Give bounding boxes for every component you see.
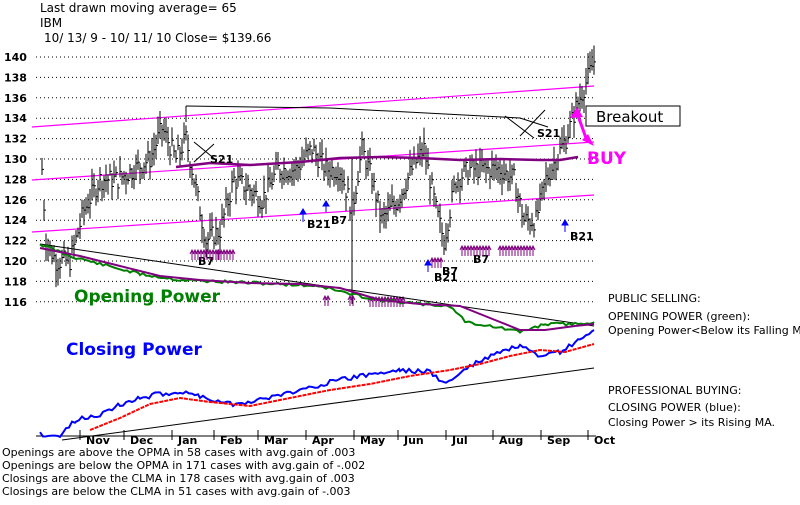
breakout-box [585, 105, 681, 127]
signal-arrow-head [486, 244, 492, 251]
price-gridlines [36, 56, 594, 303]
signal-b21-bottom: B21 [434, 271, 458, 284]
y-tick-124: 124 [4, 214, 27, 227]
signal-b7-a: B7 [331, 214, 347, 227]
stats-line-1: Openings are above the OPMA in 58 cases … [2, 446, 355, 459]
buy-arrowhead-b7-low [424, 259, 432, 266]
buy-pointer-tail [582, 134, 594, 146]
y-tick-140: 140 [4, 51, 27, 64]
s21-marker-b-2 [519, 109, 546, 137]
signal-arrow-head [530, 244, 536, 251]
month-axis: Nov Dec Jan Feb Mar Apr May Jun Jul Aug Sep Oct [36, 430, 615, 447]
buy-pointer-head [570, 107, 583, 118]
month-label-jun: Jun [403, 434, 424, 447]
closing-power-label: Closing Power [66, 340, 202, 360]
month-label-sep: Sep [547, 434, 570, 447]
header-range-close: 10/ 13/ 9 - 10/ 11/ 10 Close= $139.66 [44, 31, 271, 45]
signal-arrow-head [230, 248, 236, 255]
month-label-aug: Aug [499, 434, 523, 447]
y-tick-122: 122 [4, 235, 27, 248]
breakout-label: Breakout [596, 108, 663, 126]
stats-line-3: Closings are above the CLMA in 178 cases… [2, 472, 355, 485]
month-label-feb: Feb [220, 434, 243, 447]
opening-power-ma-line [39, 247, 595, 331]
note-professional-buying: PROFESSIONAL BUYING: [608, 384, 741, 397]
channel-line-lower-mid [31, 194, 595, 233]
closing-power-line [39, 329, 595, 439]
signal-s21-b: S21 [537, 127, 560, 140]
signal-arrow-head [438, 256, 444, 263]
stats-line-2: Openings are below the OPMA in 171 cases… [2, 459, 365, 472]
y-tick-126: 126 [4, 194, 27, 207]
note-closing-power-blue: CLOSING POWER (blue): [608, 401, 741, 414]
note-public-selling: PUBLIC SELLING: [608, 292, 701, 305]
month-label-jul: Jul [451, 434, 468, 447]
note-opening-power-green: OPENING POWER (green): [608, 310, 750, 323]
signal-b7-bottom1: B7 [198, 255, 214, 268]
buy-arrowhead-b21-b [561, 219, 569, 226]
s21-marker-b-1 [504, 115, 535, 139]
moving-average-line [175, 155, 579, 169]
s21-marker-a-1 [193, 141, 217, 161]
y-tick-128: 128 [4, 173, 27, 186]
signal-b21-a: B21 [307, 218, 331, 231]
opening-power-label: Opening Power [74, 287, 221, 307]
y-tick-134: 134 [4, 112, 27, 125]
channel-line-top [31, 85, 595, 128]
y-tick-labels: 140 138 136 134 132 130 128 126 124 122 120 118 116 [4, 51, 27, 309]
s21-marker-a-2 [193, 143, 215, 163]
y-tick-116: 116 [4, 296, 27, 309]
header-symbol: IBM [40, 16, 62, 30]
stats-line-4: Closings are below the CLMA in 51 cases … [2, 485, 351, 498]
signal-s21-a: S21 [210, 153, 233, 166]
buy-arrows [299, 200, 569, 272]
month-label-may: May [360, 434, 385, 447]
month-label-mar: Mar [264, 434, 288, 447]
month-label-apr: Apr [312, 434, 334, 447]
month-label-oct: Oct [594, 434, 615, 447]
y-tick-130: 130 [4, 153, 27, 166]
sell-markers [193, 109, 546, 163]
y-tick-118: 118 [4, 275, 27, 288]
cp-trendline [61, 367, 595, 441]
month-label-dec: Dec [130, 434, 153, 447]
month-label-jan: Jan [177, 434, 197, 447]
signal-arrow-head [400, 295, 406, 302]
buy-arrowhead-b7-a [322, 200, 330, 207]
y-tick-136: 136 [4, 92, 27, 105]
signal-b7-bottom3: B7 [473, 253, 489, 266]
note-opening-power-below: Opening Power<Below its Falling MA. [608, 324, 800, 337]
note-closing-power-above: Closing Power > its Rising MA. [608, 416, 775, 429]
y-tick-138: 138 [4, 71, 27, 84]
signal-arrow-head [325, 294, 331, 301]
buy-label: BUY [587, 149, 627, 169]
closing-power-ma-line [89, 343, 595, 431]
resistance-line [185, 105, 549, 128]
y-tick-120: 120 [4, 255, 27, 268]
month-label-nov: Nov [86, 434, 111, 447]
signal-arrow-head [350, 294, 356, 301]
y-tick-132: 132 [4, 133, 27, 146]
signal-b7-bottom2: B7 [442, 265, 458, 278]
price-bars [41, 45, 596, 304]
signal-b21-b: B21 [570, 230, 594, 243]
buy-arrowhead-b21-a [299, 208, 307, 215]
header-moving-average: Last drawn moving average= 65 [40, 1, 237, 15]
